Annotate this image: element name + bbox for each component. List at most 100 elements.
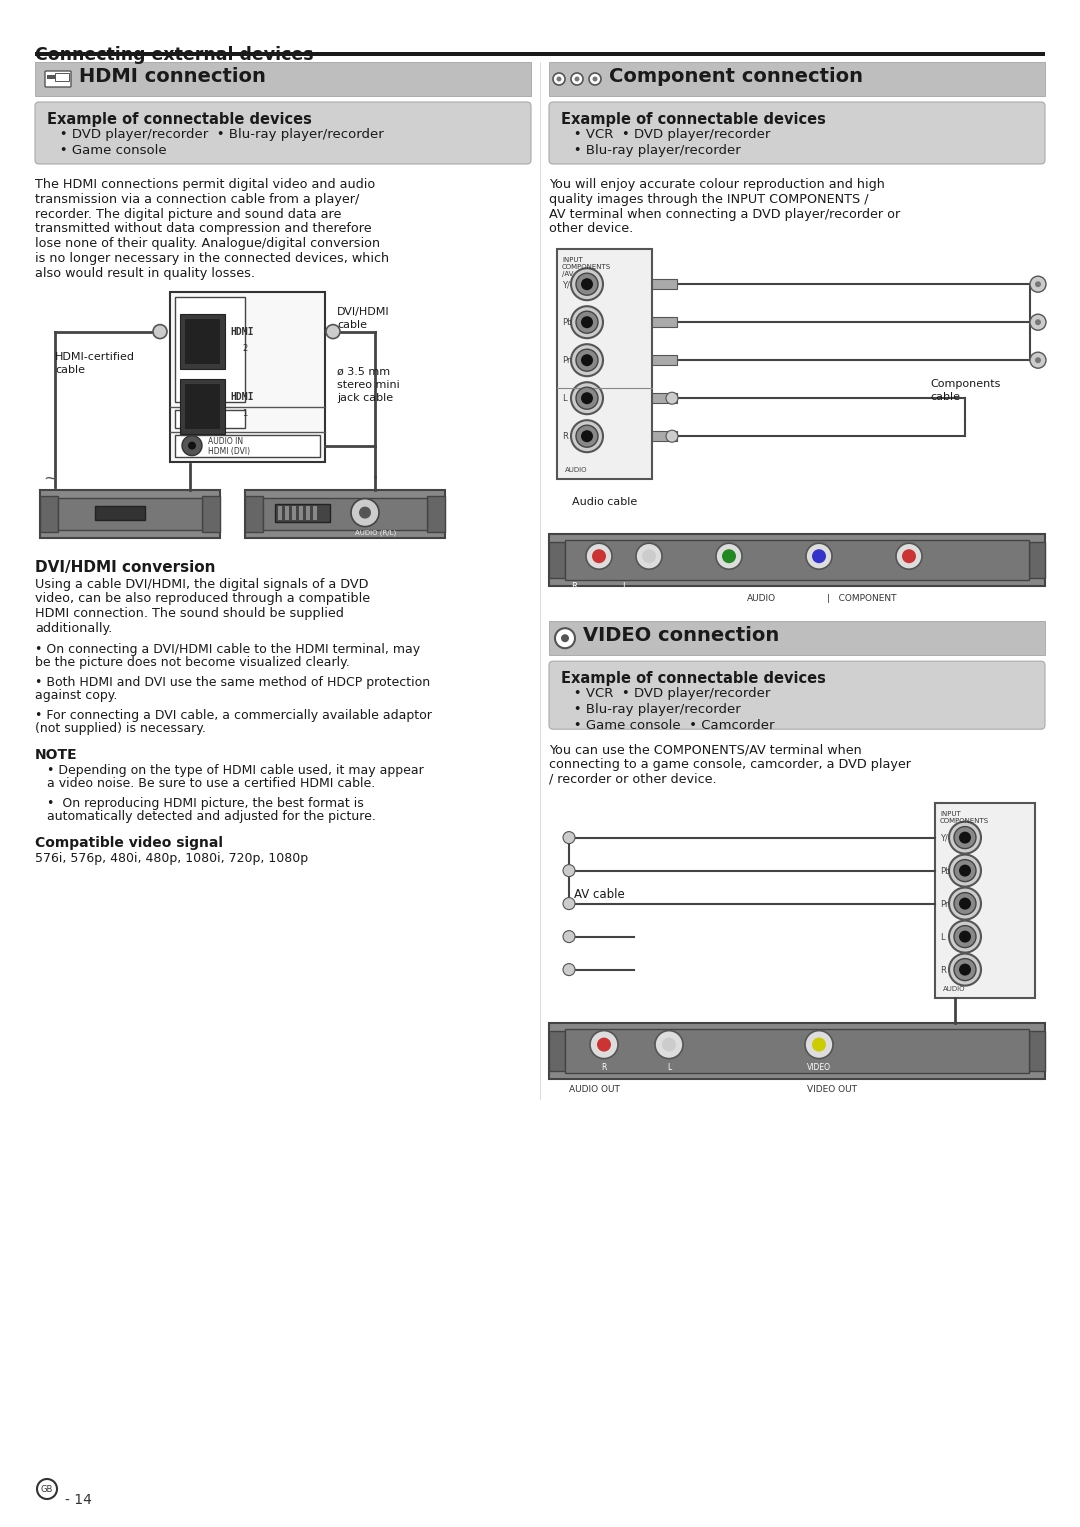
Circle shape — [37, 1480, 57, 1500]
Text: VIDEO OUT: VIDEO OUT — [807, 1084, 858, 1093]
Text: Y/: Y/ — [940, 834, 948, 843]
Bar — [565, 1029, 1029, 1072]
Text: HDMI: HDMI — [230, 391, 254, 402]
Text: other device.: other device. — [549, 223, 633, 235]
Bar — [275, 504, 330, 522]
Circle shape — [949, 855, 981, 887]
Text: L: L — [562, 394, 567, 403]
Circle shape — [949, 887, 981, 919]
Text: Connecting external devices: Connecting external devices — [35, 46, 313, 64]
Text: • Game console  • Camcorder: • Game console • Camcorder — [561, 719, 774, 733]
Circle shape — [556, 76, 562, 81]
Text: jack cable: jack cable — [337, 392, 393, 403]
Circle shape — [954, 860, 976, 881]
Bar — [245, 496, 264, 531]
Circle shape — [571, 73, 583, 86]
Circle shape — [723, 550, 735, 563]
Circle shape — [812, 550, 826, 563]
Bar — [306, 505, 310, 519]
Text: - 14: - 14 — [65, 1493, 92, 1507]
Text: • On connecting a DVI/HDMI cable to the HDMI terminal, may: • On connecting a DVI/HDMI cable to the … — [35, 643, 420, 655]
Text: 2: 2 — [242, 344, 247, 353]
Bar — [1029, 542, 1045, 579]
Bar — [175, 296, 245, 402]
Bar — [175, 435, 320, 457]
Text: Using a cable DVI/HDMI, the digital signals of a DVD: Using a cable DVI/HDMI, the digital sign… — [35, 577, 368, 591]
Text: • VCR  • DVD player/recorder: • VCR • DVD player/recorder — [561, 128, 770, 140]
Circle shape — [581, 316, 593, 328]
Text: video, can be also reproduced through a compatible: video, can be also reproduced through a … — [35, 592, 370, 605]
Text: Component connection: Component connection — [609, 67, 863, 86]
Circle shape — [153, 325, 167, 339]
Text: (not supplied) is necessary.: (not supplied) is necessary. — [35, 722, 206, 736]
Text: is no longer necessary in the connected devices, which: is no longer necessary in the connected … — [35, 252, 389, 266]
Circle shape — [642, 550, 656, 563]
Bar — [202, 496, 220, 531]
Circle shape — [896, 544, 922, 570]
Circle shape — [954, 959, 976, 980]
Text: HDMI (DVI): HDMI (DVI) — [208, 446, 251, 455]
Bar — [35, 63, 531, 96]
Circle shape — [666, 431, 678, 443]
Circle shape — [1030, 276, 1047, 292]
Text: • Blu-ray player/recorder: • Blu-ray player/recorder — [561, 704, 741, 716]
Text: HDMI-certified: HDMI-certified — [55, 351, 135, 362]
Bar — [95, 505, 145, 519]
Bar — [170, 292, 325, 461]
Bar — [299, 505, 303, 519]
Bar — [40, 490, 220, 538]
Text: Example of connectable devices: Example of connectable devices — [561, 672, 826, 686]
Circle shape — [662, 1038, 676, 1052]
Text: HDMI connection. The sound should be supplied: HDMI connection. The sound should be sup… — [35, 608, 343, 620]
Bar — [285, 505, 289, 519]
Bar — [549, 63, 1045, 96]
Circle shape — [949, 822, 981, 854]
Text: AUDIO: AUDIO — [565, 467, 588, 473]
Bar — [549, 1031, 565, 1070]
Text: ~: ~ — [43, 470, 57, 487]
Text: Components: Components — [930, 379, 1000, 389]
Bar — [935, 803, 1035, 997]
Bar — [292, 505, 296, 519]
Circle shape — [1030, 353, 1047, 368]
Text: against copy.: against copy. — [35, 689, 118, 702]
Text: Pb: Pb — [940, 867, 950, 875]
Text: Y/: Y/ — [562, 279, 570, 289]
Circle shape — [589, 73, 600, 86]
Bar — [245, 490, 445, 538]
Circle shape — [954, 826, 976, 849]
Bar — [58, 498, 202, 530]
Circle shape — [1035, 319, 1041, 325]
Circle shape — [571, 307, 603, 337]
Bar — [185, 319, 220, 363]
Bar — [427, 496, 445, 531]
Circle shape — [571, 344, 603, 376]
FancyBboxPatch shape — [549, 661, 1045, 730]
Circle shape — [563, 964, 575, 976]
Circle shape — [954, 925, 976, 948]
Text: You will enjoy accurate colour reproduction and high: You will enjoy accurate colour reproduct… — [549, 179, 885, 191]
Circle shape — [590, 1031, 618, 1058]
Text: R: R — [562, 432, 568, 441]
Circle shape — [571, 382, 603, 414]
Text: lose none of their quality. Analogue/digital conversion: lose none of their quality. Analogue/dig… — [35, 237, 380, 250]
Circle shape — [959, 964, 971, 976]
Circle shape — [959, 930, 971, 942]
Circle shape — [576, 312, 598, 333]
Circle shape — [654, 1031, 683, 1058]
Circle shape — [563, 832, 575, 843]
Circle shape — [576, 350, 598, 371]
Text: VIDEO: VIDEO — [807, 1063, 831, 1072]
Text: GB: GB — [41, 1484, 53, 1493]
Text: L: L — [666, 1063, 671, 1072]
Circle shape — [806, 544, 832, 570]
Text: 1: 1 — [242, 409, 247, 417]
Circle shape — [812, 1038, 826, 1052]
Bar — [264, 498, 427, 530]
FancyBboxPatch shape — [35, 102, 531, 163]
Bar — [55, 73, 69, 81]
Circle shape — [949, 921, 981, 953]
Text: recorder. The digital picture and sound data are: recorder. The digital picture and sound … — [35, 208, 341, 220]
Circle shape — [716, 544, 742, 570]
Circle shape — [581, 431, 593, 443]
